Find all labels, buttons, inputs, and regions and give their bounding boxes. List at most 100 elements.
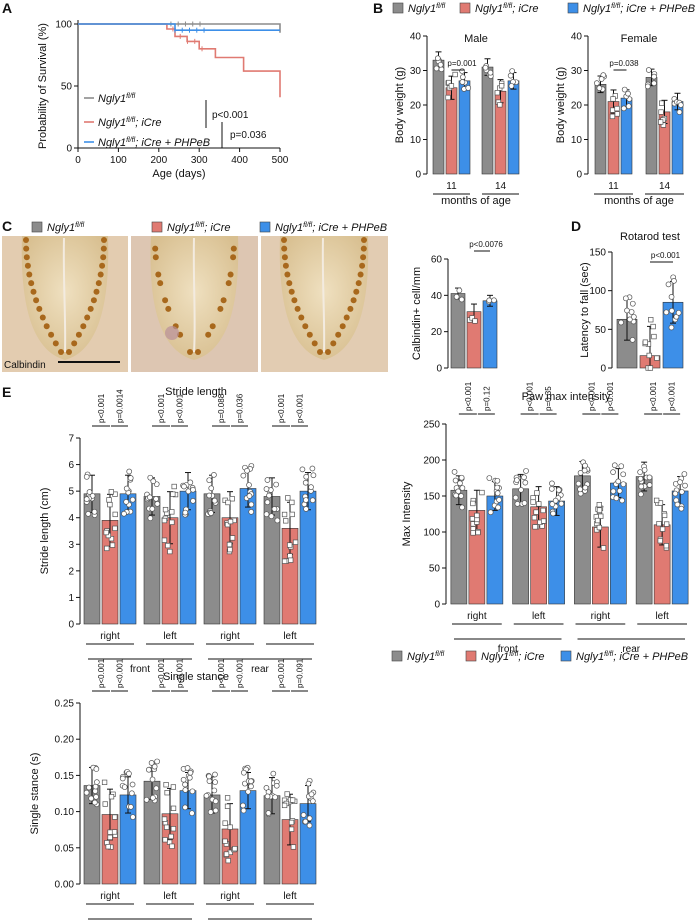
e-stride-data-point — [190, 486, 196, 493]
b-male-y-tick-label: 0 — [415, 170, 421, 181]
c-data-point — [491, 297, 497, 304]
e-stance-data-point — [101, 779, 108, 785]
e-stride-data-point — [289, 499, 295, 506]
fissure-middle — [192, 237, 196, 353]
d-data-point — [665, 281, 672, 288]
c-legend-swatch-2 — [259, 221, 271, 233]
e-stance-data-point — [289, 797, 296, 803]
e-paw-pvalue: p=0.35 — [544, 386, 553, 411]
e-stance-data-point — [308, 791, 315, 798]
e-paw-data-point — [646, 474, 653, 481]
purkinje-cell — [23, 254, 30, 261]
c-data-point — [472, 318, 478, 324]
b-female-data-point — [644, 83, 651, 90]
e-stride-data-point — [106, 497, 112, 503]
e-legend-swatch-1 — [465, 650, 477, 662]
e-stride-data-point — [282, 558, 288, 564]
purkinje-cell — [155, 271, 162, 278]
e-stance-data-point — [153, 785, 160, 792]
e-paw-data-point — [536, 501, 542, 507]
e-stance-data-point — [187, 769, 194, 776]
b-female-pvalue: p=0.038 — [609, 59, 639, 68]
b-male-y-tick-label: 10 — [410, 135, 422, 146]
e-stance-y-tick-label: 0.00 — [55, 880, 75, 891]
purkinje-cell — [282, 262, 289, 269]
e-stride-data-point — [103, 529, 109, 536]
e-paw-data-point — [549, 501, 556, 507]
purkinje-cell — [205, 331, 212, 338]
e-stride-y-axis-title: Stride length (cm) — [39, 488, 51, 575]
e-stance-data-point — [224, 795, 231, 801]
b-female-y-tick-label: 10 — [571, 135, 583, 146]
e-stride-data-point — [112, 511, 118, 518]
e-stance-data-point — [265, 810, 272, 816]
e-stride-data-point — [104, 545, 110, 552]
e-paw-data-point — [637, 469, 643, 475]
d-y-tick-label: 100 — [589, 286, 606, 297]
e-paw-data-point — [679, 488, 685, 495]
e-stride-bar-0-1 — [143, 496, 161, 625]
e-stride-data-point — [154, 501, 161, 507]
e-paw-data-point — [663, 543, 669, 549]
e-stride-data-point — [246, 493, 253, 499]
e-paw-x-tick-label: left — [655, 611, 669, 622]
e-stance-data-point — [224, 803, 231, 809]
e-paw-data-point — [594, 517, 601, 524]
purkinje-cell — [30, 288, 37, 295]
purkinje-cell — [99, 262, 106, 269]
e-stride-data-point — [299, 466, 306, 473]
e-legend-label-2: Ngly1fl/fl; iCre + PHPeB — [576, 650, 688, 663]
e-paw-data-point — [487, 509, 494, 516]
e-stride-data-point — [162, 506, 169, 513]
b-male-data-point — [437, 61, 444, 68]
purkinje-cell — [33, 297, 40, 304]
purkinje-cell — [286, 280, 293, 287]
e-stance-data-point — [225, 857, 231, 864]
e-stance-data-point — [108, 794, 115, 800]
e-stride-data-point — [86, 489, 93, 495]
panel-letter-c: C — [2, 218, 12, 234]
e-stride-data-point — [150, 478, 157, 485]
e-paw-data-point — [521, 500, 528, 506]
e-stance-data-point — [93, 794, 99, 800]
e-paw-data-point — [637, 475, 644, 482]
b-male-bar-0-1 — [481, 66, 494, 175]
e-stride-data-point — [308, 484, 314, 490]
e-stride-data-point — [246, 482, 252, 488]
b-male-data-point — [459, 68, 465, 74]
d-data-point — [654, 355, 660, 361]
e-stance-data-point — [310, 798, 316, 804]
purkinje-cell — [347, 305, 354, 312]
purkinje-cell — [298, 314, 305, 321]
e-stride-data-point — [248, 509, 255, 515]
e-stance-x-tick-label: left — [163, 891, 177, 902]
purkinje-cell — [90, 297, 97, 304]
e-paw-data-point — [458, 493, 465, 499]
purkinje-cell — [361, 237, 367, 243]
fissure-left — [62, 237, 67, 353]
e-stride-x-tick-label: right — [220, 631, 240, 642]
e-paw-y-tick-label: 50 — [429, 564, 441, 575]
e-stride-data-point — [185, 488, 192, 495]
e-stride-y-tick-label: 3 — [68, 540, 74, 551]
c-data-point — [469, 315, 475, 321]
b-male-data-point — [459, 79, 466, 85]
e-stride-data-point — [123, 485, 130, 492]
purkinje-cell — [66, 349, 72, 355]
e-paw-data-point — [540, 507, 546, 514]
e-paw-y-axis-title: Max Intensity — [401, 481, 413, 546]
d-chart-title: Rotarod test — [620, 231, 680, 243]
e-paw-data-point — [514, 501, 521, 507]
e-stance-data-point — [170, 784, 177, 790]
e-stance-data-point — [88, 795, 95, 802]
b-female-y-tick-label: 40 — [571, 32, 583, 43]
purkinje-cell — [71, 340, 78, 347]
purkinje-cell — [217, 305, 224, 312]
purkinje-cell — [162, 297, 169, 304]
e-stance-data-point — [189, 788, 196, 795]
e-stance-data-point — [240, 802, 246, 809]
e-paw-group-label: front — [498, 644, 518, 655]
e-stance-data-point — [182, 804, 188, 811]
e-stance-data-point — [227, 824, 233, 830]
b-male-data-point — [445, 94, 451, 101]
